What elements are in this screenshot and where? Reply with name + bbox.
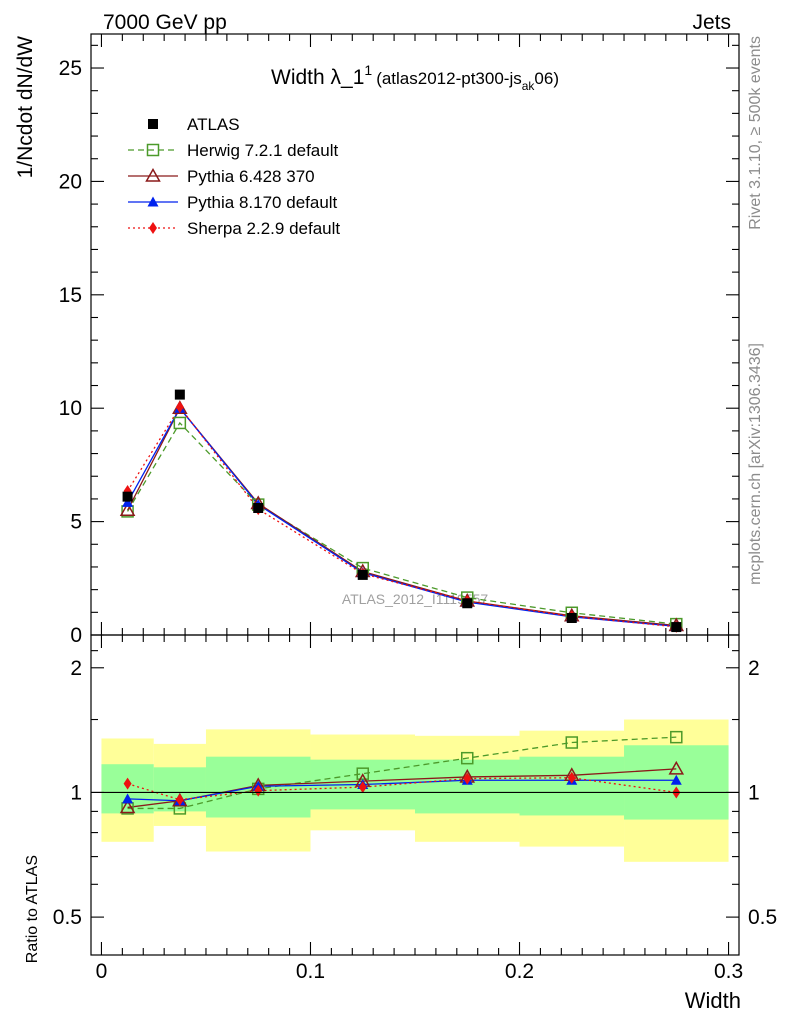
legend-label-atlas: ATLAS [187, 115, 240, 134]
main-point-atlas-4 [462, 598, 473, 609]
uncertainty-bands [101, 719, 729, 862]
ratio-point-herwig-4 [461, 751, 474, 765]
main-ytick-label-5: 25 [59, 57, 82, 80]
main-series-layer [119, 389, 685, 633]
title-main: Width λ_1 [271, 66, 364, 89]
ratio-ytick-label-left-2: 2 [70, 657, 82, 680]
main-point-sherpa-1 [175, 401, 184, 414]
ratio-point-sherpa-2 [254, 784, 263, 797]
header-left: 7000 GeV pp [103, 11, 227, 34]
title-superscript: 1 [364, 62, 372, 78]
title-note-end: 06) [534, 69, 559, 88]
analysis-watermark: ATLAS_2012_I1119557 [342, 591, 489, 607]
main-point-py8-0 [122, 496, 134, 507]
mcplots-label: mcplots.cern.ch [arXiv:1306.3436] [747, 343, 764, 585]
legend: ATLAS Herwig 7.2.1 default Pythia 6.428 37… [128, 115, 340, 238]
ratio-y-axis-label: Ratio to ATLAS [24, 855, 41, 963]
ratio-point-herwig-5 [565, 736, 579, 749]
band-green-4 [415, 759, 520, 814]
legend-marker-herwig [146, 143, 160, 157]
main-point-herwig-1 [173, 416, 187, 430]
legend-label-py8: Pythia 8.170 default [187, 193, 338, 212]
main-point-atlas-2 [253, 502, 264, 513]
legend-marker-py8 [147, 196, 159, 207]
rivet-label: Rivet 3.1.10, ≥ 500k events [747, 36, 764, 230]
legend-marker-py6 [145, 167, 161, 182]
ratio-point-sherpa-0 [123, 777, 132, 790]
header-right: Jets [692, 11, 731, 34]
axis-ticks [91, 34, 739, 955]
ratio-ytick-label-left-1: 1 [70, 781, 82, 804]
xtick-label-0: 0 [96, 960, 108, 983]
legend-label-sherpa: Sherpa 2.2.9 default [187, 219, 340, 238]
xtick-label-3: 0.3 [714, 960, 743, 983]
main-point-atlas-3 [357, 569, 368, 580]
title-note: (atlas2012-pt300-js [376, 69, 522, 88]
ratio-point-sherpa-5 [567, 771, 576, 784]
xtick-label-1: 0.1 [296, 960, 325, 983]
main-point-atlas-1 [174, 389, 185, 400]
main-ytick-label-0: 0 [70, 624, 82, 647]
main-point-py6-0 [119, 502, 136, 517]
ratio-point-herwig-6 [670, 730, 683, 744]
main-point-atlas-6 [671, 622, 682, 633]
ratio-point-sherpa-1 [175, 793, 184, 806]
ratio-ytick-label-right-2: 2 [748, 657, 760, 680]
xtick-label-2: 0.2 [505, 960, 534, 983]
main-ytick-label-1: 5 [70, 511, 82, 534]
legend-label-herwig: Herwig 7.2.1 default [187, 141, 338, 160]
main-ytick-label-3: 15 [59, 284, 82, 307]
ratio-point-py6-6 [668, 760, 685, 775]
main-ytick-label-4: 20 [59, 170, 82, 193]
ratio-point-py8-6 [670, 774, 682, 785]
ratio-ytick-label-left-0: 0.5 [53, 906, 82, 929]
main-ytick-label-2: 10 [59, 397, 82, 420]
ratio-series-layer [119, 730, 685, 815]
legend-marker-sherpa [149, 222, 157, 234]
main-point-atlas-0 [122, 491, 133, 502]
main-y-axis-label: 1/Ncdot dN/dW [14, 36, 37, 179]
title-note-subscript: ak [522, 79, 536, 93]
ratio-ytick-label-right-1: 1 [748, 781, 760, 804]
ratio-point-sherpa-4 [463, 772, 472, 785]
ratio-point-py8-0 [122, 793, 134, 804]
legend-label-py6: Pythia 6.428 370 [187, 167, 315, 186]
ratio-point-sherpa-3 [358, 781, 367, 794]
plot-title: Width λ_11 (atlas2012-pt300-jsak06) [271, 62, 559, 93]
legend-marker-atlas [148, 119, 158, 129]
band-green-5 [519, 756, 625, 816]
ratio-line-herwig [127, 736, 677, 810]
main-point-atlas-5 [566, 612, 577, 623]
x-axis-label: Width [685, 988, 741, 1013]
ratio-ytick-label-right-0: 0.5 [748, 906, 777, 929]
ratio-point-py6-0 [119, 799, 136, 814]
